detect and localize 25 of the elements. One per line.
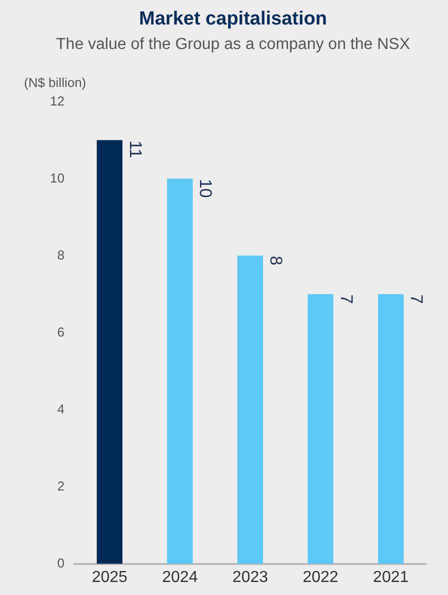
y-tick-label: 12: [50, 94, 64, 109]
y-axis-title: (N$ billion): [24, 75, 86, 90]
chart-title: Market capitalisation: [139, 8, 327, 30]
data-label: 10: [196, 178, 216, 198]
data-label: 7: [407, 294, 426, 304]
x-tick-label: 2021: [373, 568, 409, 586]
bar: [237, 256, 264, 564]
x-tick-label: 2025: [92, 568, 128, 586]
data-label: 8: [266, 256, 286, 266]
bar: [378, 294, 404, 564]
x-tick-label: 2022: [302, 568, 338, 586]
x-tick-label: 2023: [232, 568, 268, 586]
data-label: 11: [126, 140, 145, 158]
y-tick-label: 10: [50, 170, 64, 186]
data-label: 7: [336, 294, 356, 304]
bar: [167, 178, 193, 564]
y-tick-label: 8: [57, 248, 64, 263]
bar: [308, 294, 334, 564]
y-tick-label: 4: [57, 401, 64, 416]
bar: [96, 140, 122, 564]
y-tick-label: 0: [57, 555, 64, 570]
y-tick-label: 2: [57, 478, 64, 494]
x-tick-label: 2024: [162, 568, 198, 586]
y-tick-label: 6: [57, 324, 64, 340]
chart-subtitle: The value of the Group as a company on the NSX: [56, 36, 410, 53]
